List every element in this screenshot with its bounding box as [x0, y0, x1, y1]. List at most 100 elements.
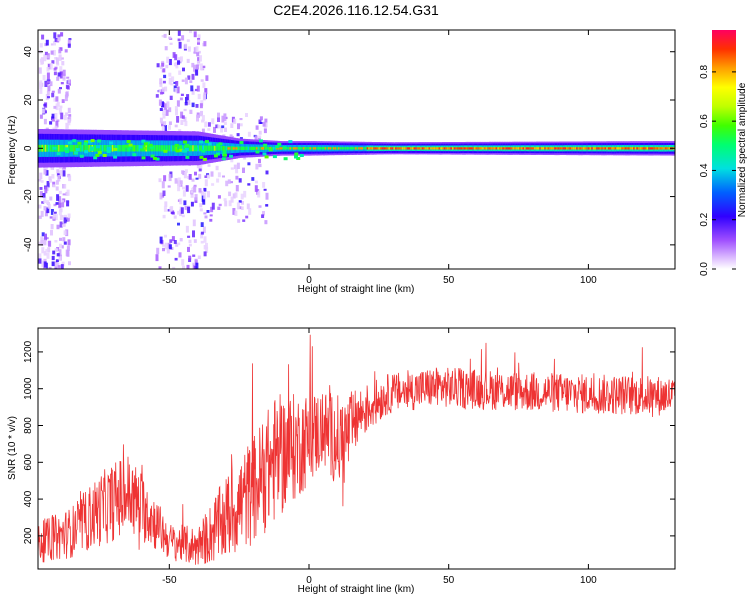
spectrogram-blob — [106, 150, 111, 153]
spectrogram-band-cell — [147, 145, 150, 152]
spectrogram-band-cell — [73, 144, 76, 152]
spectrogram-band-cell — [63, 144, 66, 152]
spectrogram-noise-cell — [203, 92, 207, 100]
spectrogram-band-cell — [326, 147, 329, 150]
spectrogram-noise-cell — [200, 232, 204, 239]
spectrogram-noise-cell — [230, 167, 234, 170]
spectrogram-noise-cell — [184, 120, 188, 127]
spectrogram-blob — [268, 148, 273, 152]
spectrogram-noise-cell — [50, 209, 54, 215]
spectrogram-peak-cell — [359, 147, 362, 150]
spectrogram-noise-cell — [59, 221, 63, 228]
spectrogram-peak-cell — [537, 147, 540, 150]
spectrogram-band-cell — [133, 145, 136, 152]
spectrogram-noise-cell — [173, 81, 177, 84]
spectrogram-noise-cell — [183, 108, 187, 112]
spectrogram-noise-cell — [66, 189, 70, 196]
spectrogram-noise-cell — [263, 128, 267, 134]
spectrogram-noise-cell — [197, 93, 201, 100]
spectrogram-blob — [201, 149, 206, 153]
spectrogram-noise-cell — [175, 63, 179, 69]
spectrogram-band-cell — [123, 145, 126, 152]
spectrogram-blob — [83, 142, 88, 146]
spectrogram-band-cell — [344, 147, 347, 150]
spectrogram-noise-cell — [161, 195, 165, 198]
spectrogram-band-cell — [220, 146, 223, 151]
spectrogram-peak-cell — [460, 147, 463, 150]
spectrogram-noise-cell — [217, 112, 220, 118]
spectrogram-band-cell — [61, 144, 64, 152]
spectrogram-noise-cell — [161, 126, 165, 132]
spectrogram-noise-cell — [159, 78, 163, 85]
spectrogram-x-label: Height of straight line (km) — [298, 284, 415, 295]
spectrogram-noise-cell — [158, 99, 162, 106]
spectrogram-noise-cell — [155, 254, 159, 262]
spectrogram-peak-cell — [478, 147, 481, 150]
spectrogram-peak-cell — [227, 147, 230, 150]
spectrogram-noise-cell — [217, 117, 220, 122]
spectrogram-noise-cell — [158, 178, 162, 183]
spectrogram-peak-cell — [527, 147, 530, 150]
spectrogram-noise-cell — [61, 202, 65, 208]
spectrogram-noise-cell — [203, 236, 207, 243]
spectrogram-band-cell — [177, 145, 180, 152]
spectrogram-noise-cell — [46, 181, 50, 188]
spectrogram-peak-cell — [235, 147, 238, 150]
spectrogram-band-cell — [103, 145, 106, 152]
spectrogram-band-cell — [254, 146, 257, 150]
spectrogram-noise-cell — [176, 116, 180, 123]
spectrogram-noise-cell — [44, 233, 47, 241]
spectrogram-blob — [163, 149, 168, 153]
spectrogram-noise-cell — [59, 71, 63, 79]
spectrogram-noise-cell — [56, 194, 60, 201]
spectrogram-noise-cell — [179, 238, 183, 242]
spectrogram-y-label: Frequency (Hz) — [7, 116, 18, 185]
spectrogram-blob — [223, 153, 227, 157]
spectrogram-noise-cell — [224, 127, 227, 132]
spectrogram-noise-cell — [53, 211, 56, 219]
spectrogram-noise-cell — [243, 190, 247, 198]
spectrogram-noise-cell — [51, 60, 55, 64]
spectrogram-noise-cell — [40, 58, 44, 65]
spectrogram-noise-cell — [39, 80, 43, 83]
spectrogram-band-cell — [237, 146, 240, 151]
spectrogram-blob — [152, 156, 157, 160]
spectrogram-noise-cell — [200, 110, 203, 117]
spectrogram-noise-cell — [228, 200, 232, 207]
spectrogram-peak-cell — [488, 147, 491, 150]
spectrogram-band-cell — [136, 145, 139, 152]
spectrogram-peak-cell — [596, 147, 599, 150]
spectrogram-peak-cell — [406, 147, 409, 150]
spectrogram-noise-cell — [189, 109, 193, 114]
spectrogram-noise-cell — [258, 135, 262, 138]
spectrogram-band-cell — [307, 147, 310, 150]
spectrogram-peak-cell — [639, 147, 642, 150]
spectrogram-noise-cell — [204, 175, 208, 178]
spectrogram-peak-cell — [396, 147, 399, 150]
spectrogram-noise-cell — [209, 218, 213, 222]
spectrogram-blob — [294, 155, 298, 159]
spectrogram-blob — [193, 147, 198, 151]
spectrogram-noise-cell — [46, 67, 50, 72]
spectrogram-noise-cell — [45, 39, 49, 46]
spectrogram-noise-cell — [196, 165, 200, 169]
spectrogram-noise-cell — [56, 63, 60, 66]
spectrogram-noise-cell — [43, 118, 47, 125]
spectrogram-peak-cell — [510, 147, 513, 150]
spectrogram-noise-cell — [205, 246, 209, 253]
spectrogram-peak-cell — [468, 147, 471, 150]
spectrogram-band-cell — [180, 145, 183, 152]
spectrogram-noise-cell — [66, 245, 70, 251]
spectrogram-band-cell — [271, 146, 274, 150]
spectrogram-noise-cell — [207, 191, 210, 198]
spectrogram-noise-cell — [175, 243, 179, 247]
spectrogram-noise-cell — [163, 206, 167, 212]
spectrogram-noise-cell — [67, 43, 71, 48]
spectrogram-peak-cell — [433, 147, 436, 150]
spectrogram-blob — [263, 143, 268, 147]
spectrogram-peak-cell — [634, 147, 637, 150]
spectrogram-noise-cell — [210, 206, 214, 213]
spectrogram-blob — [296, 157, 301, 160]
spectrogram-peak-cell — [279, 147, 282, 150]
spectrogram-noise-cell — [177, 30, 181, 36]
